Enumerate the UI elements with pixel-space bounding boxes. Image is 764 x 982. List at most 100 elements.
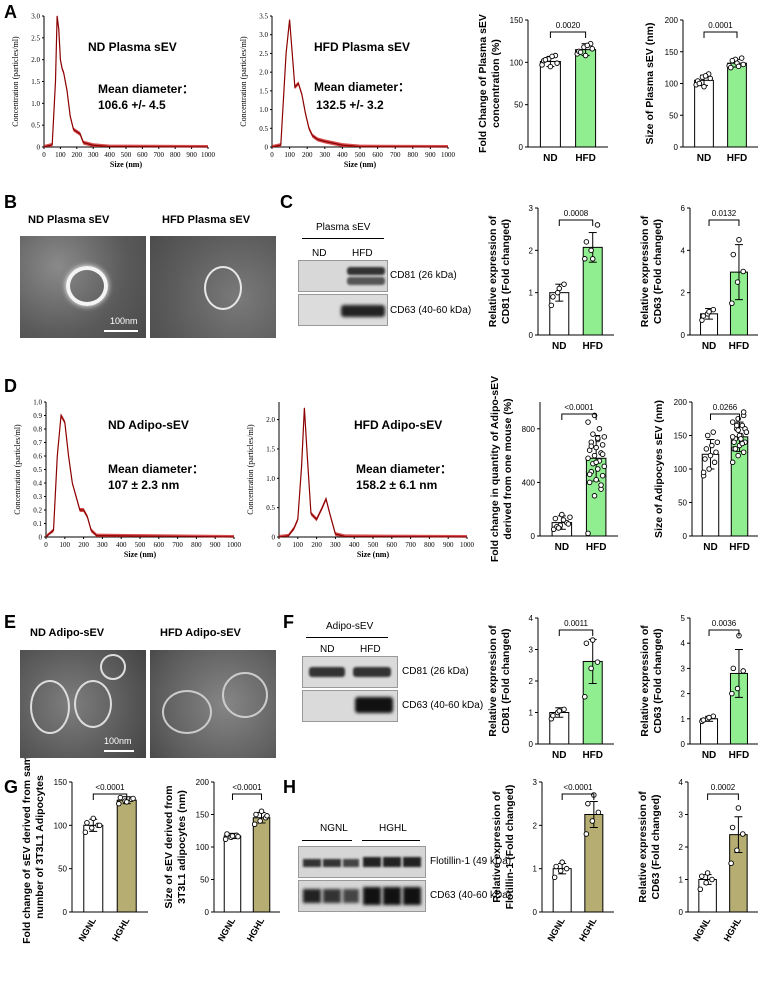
data-point — [593, 459, 599, 466]
data-point — [552, 52, 559, 59]
data-point — [594, 222, 601, 228]
data-point — [586, 447, 593, 453]
data-point — [586, 471, 593, 478]
bar-nd — [700, 313, 719, 336]
data-point — [545, 56, 552, 62]
data-point — [88, 825, 95, 831]
data-point — [740, 668, 746, 674]
data-point — [565, 521, 572, 527]
data-point — [82, 829, 89, 836]
y-tick-label: 0 — [681, 740, 686, 749]
scale-label: 100nm — [104, 736, 132, 746]
bar-chart-c1: 0 1 2 3 ND HFD 0.0008 Relative expression of CD8… — [487, 204, 614, 352]
vesicle — [30, 680, 70, 734]
y-tick-label: 0 — [533, 908, 538, 917]
y-tick-label: 3 — [533, 778, 538, 787]
data-point — [548, 302, 555, 309]
y-tick-label: 2 — [681, 690, 686, 699]
p-value-label: 0.0011 — [564, 619, 588, 628]
x-tick-label: 100 — [284, 151, 295, 159]
y-tick-label: 5 — [681, 614, 686, 623]
y-tick-label: 0.2 — [33, 507, 42, 515]
data-point — [738, 432, 744, 439]
p-value-label: 0.0020 — [556, 21, 581, 30]
data-point — [738, 436, 744, 442]
x-tick-label: 100 — [60, 541, 71, 549]
data-point — [699, 718, 705, 725]
y-tick-label: 150 — [665, 48, 679, 57]
bar-ngnl — [223, 835, 242, 913]
y-tick-label: 0 — [205, 908, 210, 917]
vesicle — [100, 654, 126, 680]
p-value-label: <0.0001 — [95, 783, 125, 792]
y-axis-label: Size of Adipocyes sEV (nm) — [653, 400, 665, 538]
x-tick-label: 400 — [116, 541, 127, 549]
bar-nd — [551, 522, 573, 537]
band-label: CD63 (40-60 kDa) — [390, 305, 472, 316]
x-tick-label: 1000 — [460, 541, 475, 549]
band-label: CD63 (40-60 kDa) — [402, 700, 484, 711]
data-point — [593, 476, 599, 483]
x-category-label: HFD — [582, 341, 603, 352]
bar-chart-d2: 0 50 100 150 200 ND HFD 0.0266 Size of Adipocyes… — [653, 398, 758, 553]
data-point — [539, 62, 545, 68]
y-axis-label: Concentration (particles/ml) — [246, 424, 255, 515]
y-tick-label: 4 — [529, 614, 534, 623]
bar-chart-d1: 0 400 800 ND HFD <0.0001 Fold change in quanti… — [489, 376, 618, 562]
data-point — [589, 818, 596, 824]
em-label-e-left: ND Adipo-sEV — [30, 627, 105, 639]
x-tick-label: 100 — [55, 151, 66, 159]
bar-nd — [549, 712, 570, 745]
y-tick-label: 3.0 — [31, 13, 40, 21]
data-point — [563, 865, 570, 872]
nta-mean-label: Mean diameter： — [98, 82, 195, 96]
data-point — [550, 526, 557, 533]
data-point — [734, 422, 740, 429]
data-point — [596, 458, 603, 464]
x-tick-label: 500 — [355, 151, 366, 159]
p-value-label: 0.0036 — [712, 619, 737, 628]
data-point — [738, 55, 745, 61]
bar-nd — [694, 79, 714, 148]
y-tick-label: 400 — [522, 478, 536, 487]
data-point — [577, 49, 584, 55]
data-point — [736, 632, 742, 639]
data-point — [707, 452, 714, 459]
data-point — [84, 819, 90, 826]
y-tick-label: 0.5 — [31, 122, 40, 130]
x-tick-label: 700 — [405, 541, 416, 549]
data-point — [729, 300, 735, 307]
y-tick-label: 0 — [681, 331, 686, 340]
bar-hghl — [729, 834, 748, 913]
data-point — [554, 523, 560, 530]
x-category-label: HGHL — [722, 916, 744, 944]
y-tick-label: 150 — [674, 432, 688, 441]
bar-hfd — [727, 62, 747, 148]
y-tick-label: 1 — [529, 709, 534, 718]
y-tick-label: 3 — [681, 664, 686, 673]
y-tick-label: 200 — [674, 398, 688, 407]
bar-hfd — [582, 660, 603, 745]
data-point — [731, 439, 737, 445]
data-point — [588, 247, 594, 254]
y-tick-label: 100 — [665, 80, 679, 89]
data-point — [734, 685, 741, 692]
y-axis-label: Relative expression of — [639, 215, 651, 327]
y-tick-label: 50 — [200, 876, 209, 885]
data-point — [585, 455, 591, 462]
x-tick-label: 0 — [277, 541, 281, 549]
y-tick-label: 0 — [674, 143, 679, 152]
y-tick-label: 1 — [679, 876, 684, 885]
data-point — [116, 800, 122, 807]
data-point — [740, 268, 746, 275]
data-point — [581, 44, 587, 50]
data-point — [699, 317, 705, 323]
bar-chart-a2: 0 50 100 150 200 ND HFD 0.0001 Size of Plasma sE… — [644, 16, 758, 164]
bar-chart-a1: 0 50 100 150 ND HFD 0.0020 Fold Change of Plasm… — [477, 14, 608, 164]
data-point — [262, 815, 269, 821]
data-point — [700, 469, 707, 476]
x-category-label: ND — [543, 153, 557, 164]
data-point — [591, 412, 598, 419]
data-point — [551, 874, 558, 881]
data-point — [547, 63, 554, 70]
